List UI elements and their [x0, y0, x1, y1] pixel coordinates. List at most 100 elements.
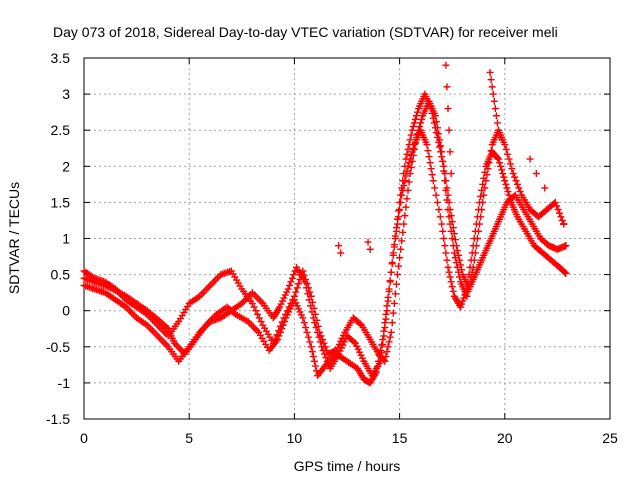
data-point	[322, 354, 330, 362]
data-point	[429, 177, 437, 185]
data-point	[248, 299, 256, 307]
data-point	[426, 159, 434, 167]
data-point	[321, 350, 329, 358]
data-point	[438, 220, 446, 228]
data-point	[453, 247, 461, 255]
data-point	[408, 157, 416, 165]
data-point	[444, 105, 452, 113]
data-point	[448, 283, 456, 291]
data-point	[484, 165, 492, 173]
data-point	[271, 335, 279, 343]
data-point	[483, 171, 491, 179]
data-point	[295, 280, 303, 288]
data-point	[504, 188, 512, 196]
y-tick-label: 1.5	[51, 194, 71, 210]
data-point	[309, 298, 317, 306]
data-point	[293, 284, 301, 292]
x-tick-label: 20	[497, 430, 513, 446]
data-point	[503, 184, 511, 192]
data-point	[554, 206, 562, 214]
data-point	[551, 198, 559, 206]
data-point	[285, 281, 293, 289]
data-point	[443, 256, 451, 264]
data-point	[287, 299, 295, 307]
data-point	[497, 162, 505, 170]
data-point	[428, 171, 436, 179]
data-point	[451, 236, 459, 244]
data-point	[396, 198, 404, 206]
data-point	[515, 184, 523, 192]
data-point	[430, 119, 438, 127]
y-tick-label: 0	[62, 303, 70, 319]
data-point	[395, 262, 403, 270]
data-point	[506, 160, 514, 168]
data-point	[447, 170, 455, 178]
data-points	[80, 61, 570, 387]
data-point	[445, 268, 453, 276]
data-point	[476, 220, 484, 228]
series-spikes	[335, 61, 549, 257]
data-point	[300, 319, 308, 327]
data-point	[302, 284, 310, 292]
x-tick-label: 0	[80, 430, 88, 446]
data-point	[481, 184, 489, 192]
data-point	[493, 154, 501, 162]
data-point	[383, 348, 391, 356]
data-point	[310, 357, 318, 365]
data-point	[350, 338, 358, 346]
data-point	[404, 186, 412, 194]
data-point	[447, 212, 455, 220]
data-point	[387, 268, 395, 276]
data-point	[311, 310, 319, 318]
data-point	[387, 328, 395, 336]
data-point	[405, 178, 413, 186]
data-point	[307, 302, 315, 310]
data-point	[255, 314, 263, 322]
data-point	[388, 259, 396, 267]
data-point	[284, 285, 292, 293]
data-point	[309, 314, 317, 322]
data-point	[386, 278, 394, 286]
data-point	[384, 343, 392, 351]
data-point	[303, 328, 311, 336]
data-point	[485, 159, 493, 167]
data-point	[509, 170, 517, 178]
data-point	[377, 357, 385, 365]
data-point	[301, 278, 309, 286]
data-point	[392, 224, 400, 232]
data-point	[384, 297, 392, 305]
data-point	[455, 251, 463, 259]
data-point	[448, 235, 456, 242]
data-point	[423, 141, 431, 149]
data-point	[290, 292, 298, 300]
data-point	[493, 119, 501, 127]
data-point	[471, 249, 479, 257]
data-point	[505, 155, 513, 163]
data-point	[438, 153, 446, 161]
data-point	[320, 339, 328, 347]
data-point	[397, 245, 405, 253]
data-point	[424, 147, 432, 155]
data-point	[318, 343, 326, 351]
data-point	[417, 119, 425, 127]
data-point	[306, 338, 314, 346]
data-point	[310, 304, 318, 312]
data-point	[440, 235, 448, 242]
x-axis-title: GPS time / hours	[294, 458, 401, 474]
data-point	[311, 319, 319, 327]
data-point	[315, 333, 323, 341]
data-point	[409, 144, 417, 152]
data-point	[397, 191, 405, 199]
data-point	[283, 307, 291, 315]
y-tick-label: 3.5	[51, 50, 71, 66]
data-point	[389, 309, 397, 317]
data-point	[385, 287, 393, 295]
data-point	[389, 249, 397, 257]
data-point	[556, 209, 564, 217]
data-point	[405, 141, 413, 149]
data-point	[378, 349, 386, 357]
data-point	[487, 76, 495, 84]
data-point	[409, 151, 417, 159]
data-point	[395, 207, 403, 215]
data-point	[501, 141, 509, 149]
